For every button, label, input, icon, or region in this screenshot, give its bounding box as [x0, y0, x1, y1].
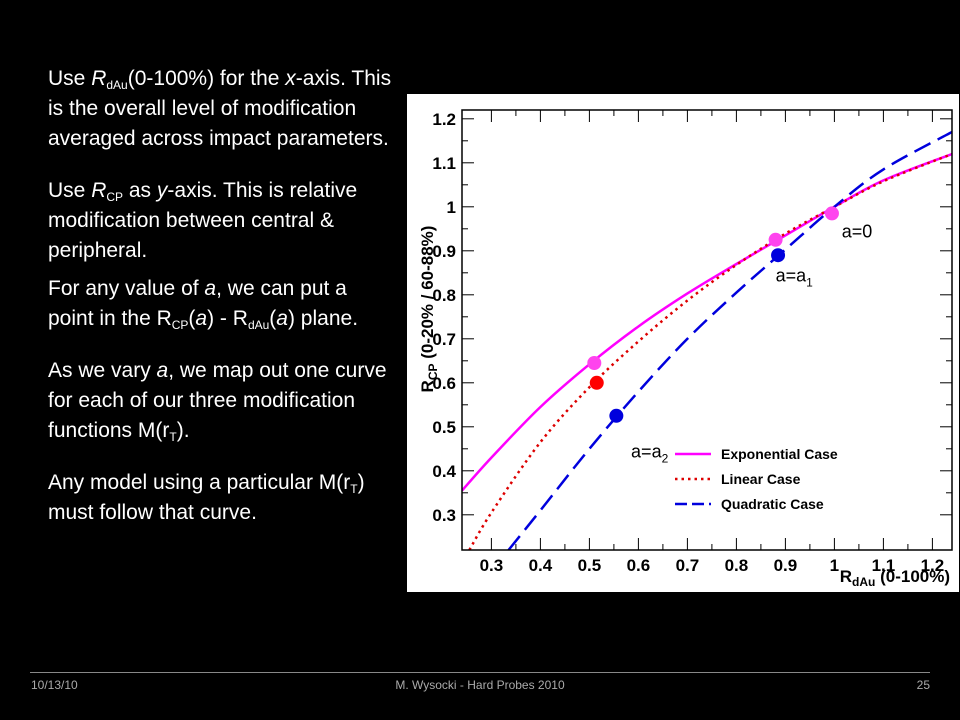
x-tick-label: 0.3 [480, 556, 504, 575]
subscript: dAu [247, 318, 270, 332]
text: , we can put a point in the R [48, 277, 347, 330]
symbol-a: a [195, 307, 208, 330]
series-line-linear-case [468, 152, 952, 550]
footer-divider [30, 672, 930, 673]
text: As we vary [48, 359, 157, 382]
slide-text: Use RdAu(0-100%) for the x-axis. This is… [48, 64, 393, 550]
x-tick-label: 0.6 [627, 556, 651, 575]
symbol-r: R [91, 67, 107, 90]
x-tick-label: 0.7 [676, 556, 700, 575]
y-tick-label: 0.8 [432, 286, 456, 305]
text: Any model using a particular M(r [48, 471, 351, 494]
text: ( [188, 307, 196, 330]
legend-label-exponential-case: Exponential Case [721, 446, 838, 462]
symbol-y: y [156, 179, 168, 202]
curves [462, 130, 952, 550]
y-tick-label: 1.1 [432, 154, 456, 173]
annotation-a2: a=a2 [631, 442, 669, 466]
symbol-a: a [156, 359, 169, 382]
y-tick-label: 0.9 [432, 242, 456, 261]
subscript: T [169, 430, 177, 444]
x-tick-label: 1 [830, 556, 839, 575]
rcp-vs-rdau-chart: 0.3 0.4 0.5 0.6 0.7 0.8 0.9 1 1.1 1.2 0.3 0.4 0.5 0.6… [418, 109, 953, 589]
symbol-r: R [91, 179, 107, 202]
legend-label-quadratic-case: Quadratic Case [721, 496, 824, 512]
subscript: CP [106, 190, 124, 204]
point-exponential-case [768, 232, 783, 247]
x-tick-label: 0.5 [578, 556, 602, 575]
text: -axis. This is the overall level of modi… [48, 67, 392, 150]
symbol-a: a [276, 307, 288, 330]
axes: 0.3 0.4 0.5 0.6 0.7 0.8 0.9 1 1.1 1.2 0.3 0.4 0.5 0.6… [432, 110, 952, 575]
y-tick-label: 0.6 [432, 374, 456, 393]
paragraph-yaxis: Use RCP as y-axis. This is relative modi… [48, 176, 393, 266]
point-linear-case [589, 375, 604, 390]
footer-author: M. Wysocki - Hard Probes 2010 [395, 678, 565, 692]
text: ). [176, 419, 190, 442]
subscript: dAu [106, 78, 128, 92]
x-tick-label: 1.2 [921, 556, 945, 575]
text: For any value of [48, 277, 205, 300]
y-tick-label: 0.5 [432, 418, 456, 437]
series-line-exponential-case [462, 152, 952, 492]
points [587, 206, 839, 423]
paragraph-model: Any model using a particular M(rT) must … [48, 468, 393, 528]
y-tick-label: 1 [447, 198, 456, 217]
y-tick-label: 0.7 [432, 330, 456, 349]
annotation-a0: a=0 [842, 222, 873, 242]
annotations: a=0 a=a1 a=a2 [631, 222, 872, 466]
text: -axis. This is relative modification bet… [48, 179, 358, 262]
paragraph-xaxis: Use RdAu(0-100%) for the x-axis. This is… [48, 64, 393, 154]
point-exponential-case [824, 206, 839, 221]
y-axis-label: RCP (0-20% / 60-88%) [418, 226, 440, 393]
x-tick-label: 0.9 [774, 556, 798, 575]
text: ) must follow that curve. [48, 471, 365, 524]
x-tick-label: 1.1 [872, 556, 896, 575]
text: as [123, 179, 157, 202]
text: , we map out one curve for each of our t… [48, 359, 387, 442]
text: Use [48, 67, 92, 90]
chart-panel: 0.3 0.4 0.5 0.6 0.7 0.8 0.9 1 1.1 1.2 0.3 0.4 0.5 0.6… [407, 94, 959, 592]
point-quadratic-case [609, 408, 624, 423]
x-tick-label: 0.8 [725, 556, 749, 575]
text: ( [269, 307, 277, 330]
text: ) - R [207, 307, 248, 330]
footer-page-number: 25 [916, 678, 930, 692]
subscript: T [350, 482, 358, 496]
y-tick-label: 0.4 [432, 462, 456, 481]
x-axis-label: RdAu (0-100%) [840, 567, 950, 589]
y-tick-label: 0.3 [432, 506, 456, 525]
annotation-a1: a=a1 [776, 266, 814, 290]
point-quadratic-case [771, 248, 786, 263]
series-line-quadratic-case [507, 130, 952, 550]
legend: Exponential Case Linear Case Quadratic Cas… [675, 446, 838, 512]
symbol-a: a [204, 277, 217, 300]
legend-label-linear-case: Linear Case [721, 471, 801, 487]
text: Use [48, 179, 92, 202]
text: ) plane. [287, 307, 359, 330]
subscript: CP [171, 318, 189, 332]
paragraph-point: For any value of a, we can put a point i… [48, 274, 393, 334]
text: (0-100%) for the [127, 67, 286, 90]
footer-date: 10/13/10 [31, 678, 78, 692]
y-tick-label: 1.2 [432, 110, 456, 129]
plot-frame [461, 109, 953, 551]
symbol-x: x [285, 67, 296, 90]
x-tick-label: 0.4 [529, 556, 553, 575]
point-exponential-case [587, 356, 602, 370]
paragraph-vary: As we vary a, we map out one curve for e… [48, 356, 393, 446]
